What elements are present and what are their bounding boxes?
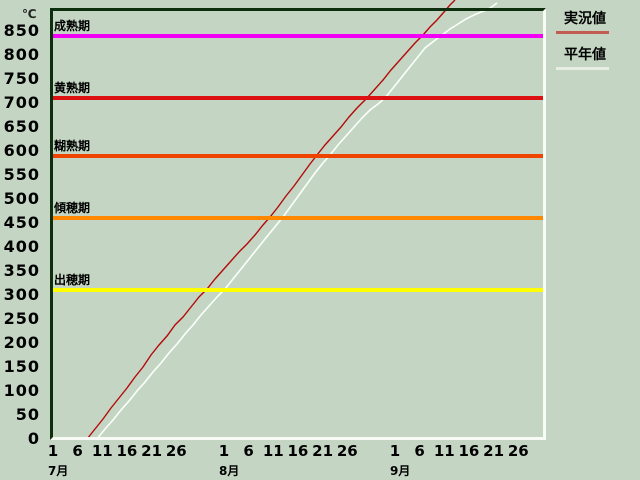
x-axis-month-label: 8月 (219, 464, 240, 478)
x-axis-day-label: 1 (389, 442, 401, 460)
x-axis-day-label: 16 (458, 442, 480, 460)
y-axis-tick-label: 450 (3, 213, 40, 232)
stage-label: 傾穂期 (54, 201, 91, 216)
x-axis-day-label: 21 (312, 442, 334, 460)
x-axis-day-label: 6 (414, 442, 425, 460)
y-axis-unit-label: ℃ (22, 7, 37, 21)
y-axis-tick-label: 750 (3, 69, 40, 88)
legend-label-normal: 平年値 (564, 47, 606, 63)
legend-label-actual: 実況値 (564, 11, 606, 27)
stage-threshold-line (53, 216, 543, 221)
x-axis-day-label: 21 (141, 442, 163, 460)
y-axis-tick-label: 600 (3, 141, 40, 160)
y-axis-tick-label: 800 (3, 45, 40, 64)
y-axis-tick-label: 150 (3, 357, 40, 376)
stage-threshold-line (53, 288, 543, 293)
x-axis-day-label: 26 (507, 442, 529, 460)
legend-swatch-actual (556, 31, 609, 34)
x-axis-day-label: 11 (433, 442, 455, 460)
x-axis-day-label: 26 (336, 442, 358, 460)
x-axis-day-label: 11 (262, 442, 284, 460)
x-axis-day-label: 6 (243, 442, 254, 460)
x-axis-day-label: 16 (287, 442, 309, 460)
y-axis-tick-label: 400 (3, 237, 40, 256)
y-axis-tick-label: 200 (3, 333, 40, 352)
stage-label: 黄熟期 (54, 81, 91, 96)
y-axis-tick-label: 100 (3, 381, 40, 400)
y-axis-tick-label: 500 (3, 189, 40, 208)
y-axis-tick-label: 250 (3, 309, 40, 328)
stage-label: 糊熟期 (54, 138, 91, 153)
y-axis-tick-label: 350 (3, 261, 40, 280)
x-axis-day-label: 1 (218, 442, 230, 460)
y-axis-tick-label: 50 (15, 405, 40, 424)
stage-threshold-line (53, 96, 543, 101)
stage-label: 出穂期 (54, 273, 91, 288)
plot-area-frame (50, 8, 546, 440)
x-axis-month-label: 9月 (390, 464, 411, 478)
y-axis-tick-label: 300 (3, 285, 40, 304)
y-axis-tick-label: 700 (3, 93, 40, 112)
y-axis-tick-label: 550 (3, 165, 40, 184)
x-axis-day-label: 26 (165, 442, 187, 460)
x-axis-day-label: 11 (91, 442, 113, 460)
y-axis-tick-label: 0 (27, 429, 40, 448)
stage-threshold-line (53, 153, 543, 158)
x-axis-day-label: 21 (483, 442, 505, 460)
x-axis-day-label: 16 (116, 442, 138, 460)
y-axis-tick-label: 650 (3, 117, 40, 136)
legend-item-normal: 平年値 (556, 44, 616, 70)
legend-item-actual: 実況値 (556, 8, 616, 34)
legend: 実況値 平年値 (556, 8, 616, 80)
legend-swatch-normal (556, 67, 609, 70)
y-axis-tick-label: 850 (3, 21, 40, 40)
x-axis-day-label: 6 (72, 442, 83, 460)
x-axis-day-label: 1 (47, 442, 59, 460)
x-axis-month-label: 7月 (48, 464, 69, 478)
stage-label: 成熟期 (54, 18, 91, 33)
stage-threshold-line (53, 33, 543, 38)
